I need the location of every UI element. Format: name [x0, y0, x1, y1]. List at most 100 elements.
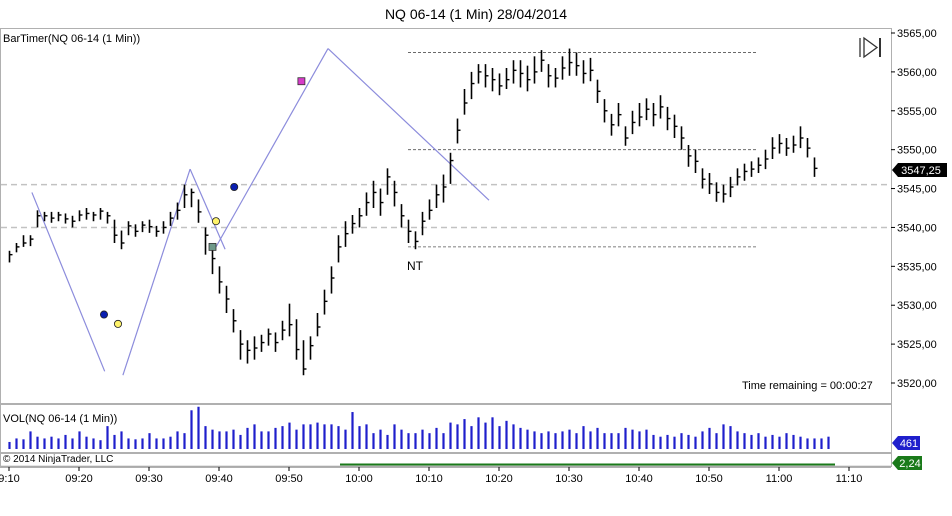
chart-title: NQ 06-14 (1 Min) 28/04/2014	[384, 6, 568, 22]
y-tick-label: 3565,00	[897, 28, 937, 40]
volume-bar	[190, 410, 193, 449]
volume-bar	[603, 433, 606, 449]
volume-bar	[785, 433, 788, 449]
x-tick-label: 10:40	[625, 473, 653, 485]
volume-badge: 461	[892, 436, 920, 450]
volume-bar	[428, 433, 431, 449]
volume-bar	[85, 436, 88, 449]
volume-bar	[344, 429, 347, 449]
volume-bar	[267, 431, 270, 449]
y-tick-label: 3555,00	[897, 106, 937, 118]
volume-bar	[218, 431, 221, 449]
volume-bar	[106, 426, 109, 449]
volume-bar	[386, 434, 389, 449]
volume-bar	[337, 426, 340, 449]
volume-bar	[596, 427, 599, 449]
volume-bar	[134, 439, 137, 449]
signal-square-marker	[208, 242, 217, 251]
current-price-badge-text: 3547,25	[901, 165, 941, 177]
volume-bar	[568, 429, 571, 449]
volume-bar	[666, 434, 669, 449]
volume-bar	[624, 427, 627, 449]
volume-bar	[127, 438, 130, 449]
price-panel-frame	[0, 28, 892, 404]
volume-bar	[239, 434, 242, 449]
volume-bar	[456, 424, 459, 449]
volume-bar	[15, 438, 18, 449]
volume-bar	[505, 420, 508, 449]
signal-dot-marker	[211, 217, 220, 226]
current-price-badge: 3547,25	[892, 163, 947, 177]
volume-bar	[92, 438, 95, 449]
volume-bar	[57, 438, 60, 449]
volume-bar	[820, 438, 823, 449]
y-tick-label: 3545,00	[897, 184, 937, 196]
volume-bar	[477, 417, 480, 449]
volume-bar	[701, 431, 704, 449]
volume-bar	[631, 429, 634, 449]
volume-bar	[498, 426, 501, 449]
x-tick-label: 09:20	[65, 473, 93, 485]
volume-bar	[155, 438, 158, 449]
nt-marker-label: NT	[407, 259, 423, 273]
volume-bar	[792, 434, 795, 449]
y-tick-label: 3560,00	[897, 67, 937, 79]
volume-bar	[533, 431, 536, 449]
y-tick-label: 3530,00	[897, 300, 937, 312]
volume-bar	[813, 438, 816, 449]
volume-bar	[519, 427, 522, 449]
volume-bar	[302, 424, 305, 449]
volume-bar	[687, 434, 690, 449]
price-axis: 3565,00 3560,00 3555,00 3550,00 3545,00 3540,…	[891, 28, 937, 390]
volume-bar	[771, 434, 774, 449]
volume-bar	[708, 427, 711, 449]
volume-bar	[561, 431, 564, 449]
trend-lines	[31, 48, 490, 376]
volume-bar	[29, 431, 32, 449]
indicator-badge-text: 2,24	[899, 458, 920, 470]
volume-bar	[806, 438, 809, 449]
volume-bar	[799, 436, 802, 449]
volume-bar	[358, 426, 361, 449]
bartimer-label: BarTimer(NQ 06-14 (1 Min))	[3, 33, 141, 45]
volume-bar	[148, 433, 151, 449]
volume-bar	[400, 429, 403, 449]
volume-bar	[274, 427, 277, 449]
volume-bar	[50, 436, 53, 449]
volume-bar	[99, 440, 102, 449]
x-tick-label: 10:50	[695, 473, 723, 485]
x-tick-label: 09:30	[135, 473, 163, 485]
trend-line	[215, 48, 329, 248]
volume-bar	[750, 434, 753, 449]
volume-bar	[330, 424, 333, 449]
volume-bar	[526, 429, 529, 449]
trend-line	[327, 48, 490, 201]
volume-bar	[547, 431, 550, 449]
volume-bar	[379, 429, 382, 449]
indicator-line	[1, 463, 891, 467]
price-bars	[8, 48, 818, 376]
trend-line	[189, 168, 226, 250]
x-tick-label: 10:10	[415, 473, 443, 485]
x-tick-label: 10:00	[345, 473, 373, 485]
volume-bars	[8, 406, 830, 449]
volume-bar	[638, 431, 641, 449]
play-next-icon[interactable]	[859, 36, 881, 59]
volume-bar	[169, 436, 172, 449]
volume-bar	[407, 433, 410, 449]
volume-bar	[204, 426, 207, 449]
volume-bar	[715, 433, 718, 449]
volume-bar	[757, 433, 760, 449]
volume-bar	[512, 424, 515, 449]
volume-bar	[225, 431, 228, 449]
volume-bar	[323, 424, 326, 449]
volume-bar	[442, 433, 445, 449]
volume-bar	[78, 431, 81, 449]
volume-bar	[295, 429, 298, 449]
signal-dot-marker	[114, 319, 123, 328]
y-tick-label: 3550,00	[897, 145, 937, 157]
volume-bar	[435, 427, 438, 449]
volume-bar	[491, 417, 494, 449]
volume-bar	[421, 429, 424, 449]
